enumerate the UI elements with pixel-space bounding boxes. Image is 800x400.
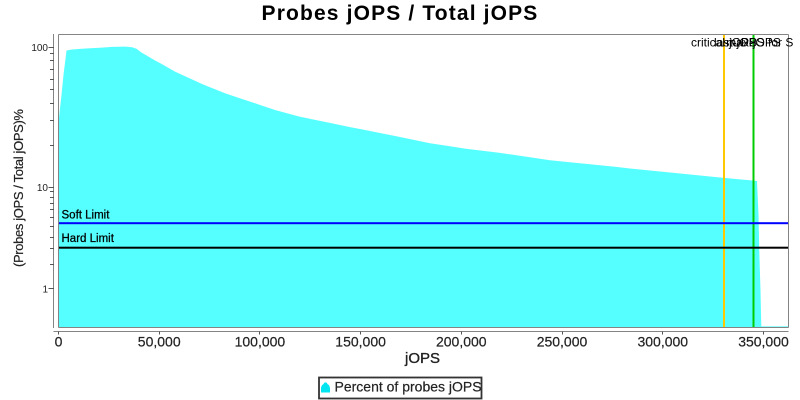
svg-text:200,000: 200,000 [436, 334, 487, 350]
svg-text:Hard Limit: Hard Limit [62, 233, 115, 245]
svg-text:last-jOPS for S: last-jOPS for S [714, 36, 793, 50]
svg-text:350,000: 350,000 [738, 334, 789, 350]
svg-text:Soft Limit: Soft Limit [62, 210, 111, 222]
svg-text:100: 100 [31, 43, 48, 54]
svg-text:(Probes jOPS / Total jOPS)%: (Probes jOPS / Total jOPS)% [11, 109, 26, 267]
svg-text:1: 1 [42, 284, 48, 295]
svg-text:Percent of probes jOPS: Percent of probes jOPS [335, 379, 482, 395]
svg-text:10: 10 [37, 183, 49, 194]
svg-text:max-jOPS: max-jOPS [726, 36, 781, 50]
svg-text:Probes jOPS / Total jOPS: Probes jOPS / Total jOPS [262, 2, 539, 25]
svg-text:50,000: 50,000 [138, 334, 181, 350]
svg-text:0: 0 [55, 334, 63, 350]
svg-text:critical-jOPS: critical-jOPS [691, 36, 757, 50]
svg-text:jOPS: jOPS [404, 350, 440, 367]
svg-text:150,000: 150,000 [335, 334, 386, 350]
svg-text:250,000: 250,000 [537, 334, 588, 350]
svg-text:300,000: 300,000 [637, 334, 688, 350]
svg-text:100,000: 100,000 [235, 334, 286, 350]
